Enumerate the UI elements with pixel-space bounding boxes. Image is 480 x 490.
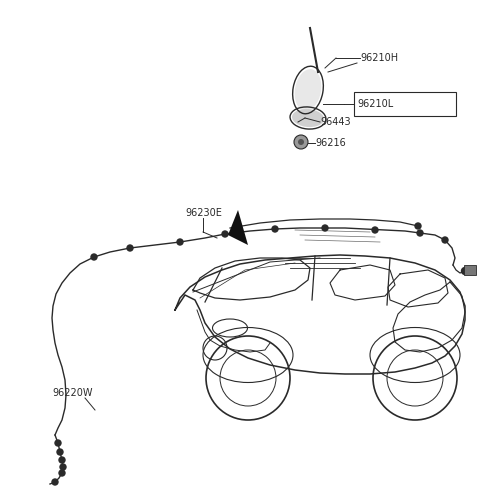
Circle shape	[177, 239, 183, 245]
Circle shape	[59, 457, 65, 463]
Circle shape	[59, 470, 65, 476]
Circle shape	[222, 231, 228, 237]
Text: 96210H: 96210H	[360, 53, 398, 63]
Circle shape	[415, 223, 421, 229]
Circle shape	[60, 464, 66, 470]
Circle shape	[461, 268, 468, 274]
Text: 96220W: 96220W	[52, 388, 93, 398]
Text: 96443: 96443	[320, 117, 350, 127]
Circle shape	[372, 227, 378, 233]
Polygon shape	[228, 210, 248, 245]
Circle shape	[442, 237, 448, 243]
Circle shape	[127, 245, 133, 251]
Circle shape	[417, 230, 423, 236]
Circle shape	[55, 440, 61, 446]
Circle shape	[298, 139, 304, 145]
Bar	[464, 265, 476, 275]
Circle shape	[294, 135, 308, 149]
Circle shape	[322, 225, 328, 231]
Text: 96230E: 96230E	[185, 208, 222, 218]
Text: 96210L: 96210L	[357, 99, 393, 109]
Circle shape	[52, 479, 58, 485]
Circle shape	[57, 449, 63, 455]
Ellipse shape	[292, 109, 324, 127]
Text: 96216: 96216	[315, 138, 346, 148]
Circle shape	[272, 226, 278, 232]
Ellipse shape	[295, 69, 321, 111]
Circle shape	[91, 254, 97, 260]
FancyBboxPatch shape	[354, 92, 456, 116]
